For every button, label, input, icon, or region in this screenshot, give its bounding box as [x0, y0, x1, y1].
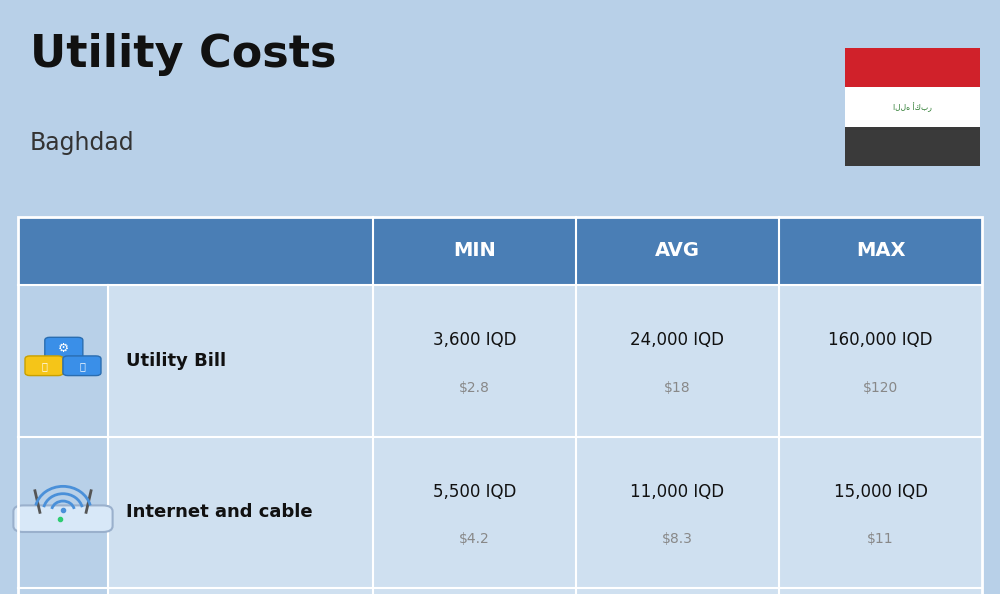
FancyBboxPatch shape — [63, 356, 101, 375]
Text: 5,500 IQD: 5,500 IQD — [433, 482, 516, 501]
Text: $2.8: $2.8 — [459, 381, 490, 394]
Text: $120: $120 — [863, 381, 898, 394]
FancyBboxPatch shape — [45, 337, 83, 361]
FancyBboxPatch shape — [18, 285, 108, 437]
Text: Baghdad: Baghdad — [30, 131, 135, 154]
Text: ⚙: ⚙ — [58, 342, 69, 355]
Text: AVG: AVG — [655, 242, 700, 260]
Text: MIN: MIN — [453, 242, 496, 260]
FancyBboxPatch shape — [18, 588, 108, 594]
Text: Internet and cable: Internet and cable — [126, 503, 313, 522]
FancyBboxPatch shape — [108, 588, 982, 594]
Text: $4.2: $4.2 — [459, 532, 490, 546]
Text: 24,000 IQD: 24,000 IQD — [631, 331, 724, 349]
Text: 3,600 IQD: 3,600 IQD — [433, 331, 516, 349]
FancyBboxPatch shape — [845, 87, 980, 127]
Text: Utility Bill: Utility Bill — [126, 352, 226, 370]
Text: $8.3: $8.3 — [662, 532, 693, 546]
Text: 11,000 IQD: 11,000 IQD — [630, 482, 725, 501]
Text: 🔌: 🔌 — [41, 361, 47, 371]
Text: $11: $11 — [867, 532, 894, 546]
Text: 160,000 IQD: 160,000 IQD — [828, 331, 933, 349]
FancyBboxPatch shape — [18, 217, 982, 285]
FancyBboxPatch shape — [13, 505, 113, 532]
Text: MAX: MAX — [856, 242, 905, 260]
Text: الله أكبر: الله أكبر — [893, 102, 932, 112]
FancyBboxPatch shape — [845, 48, 980, 87]
FancyBboxPatch shape — [18, 437, 108, 588]
FancyBboxPatch shape — [845, 127, 980, 166]
Text: $18: $18 — [664, 381, 691, 394]
FancyBboxPatch shape — [108, 285, 982, 437]
Text: Utility Costs: Utility Costs — [30, 33, 336, 75]
FancyBboxPatch shape — [108, 437, 982, 588]
Text: 15,000 IQD: 15,000 IQD — [834, 482, 928, 501]
FancyBboxPatch shape — [25, 356, 63, 375]
Text: 💧: 💧 — [79, 361, 85, 371]
